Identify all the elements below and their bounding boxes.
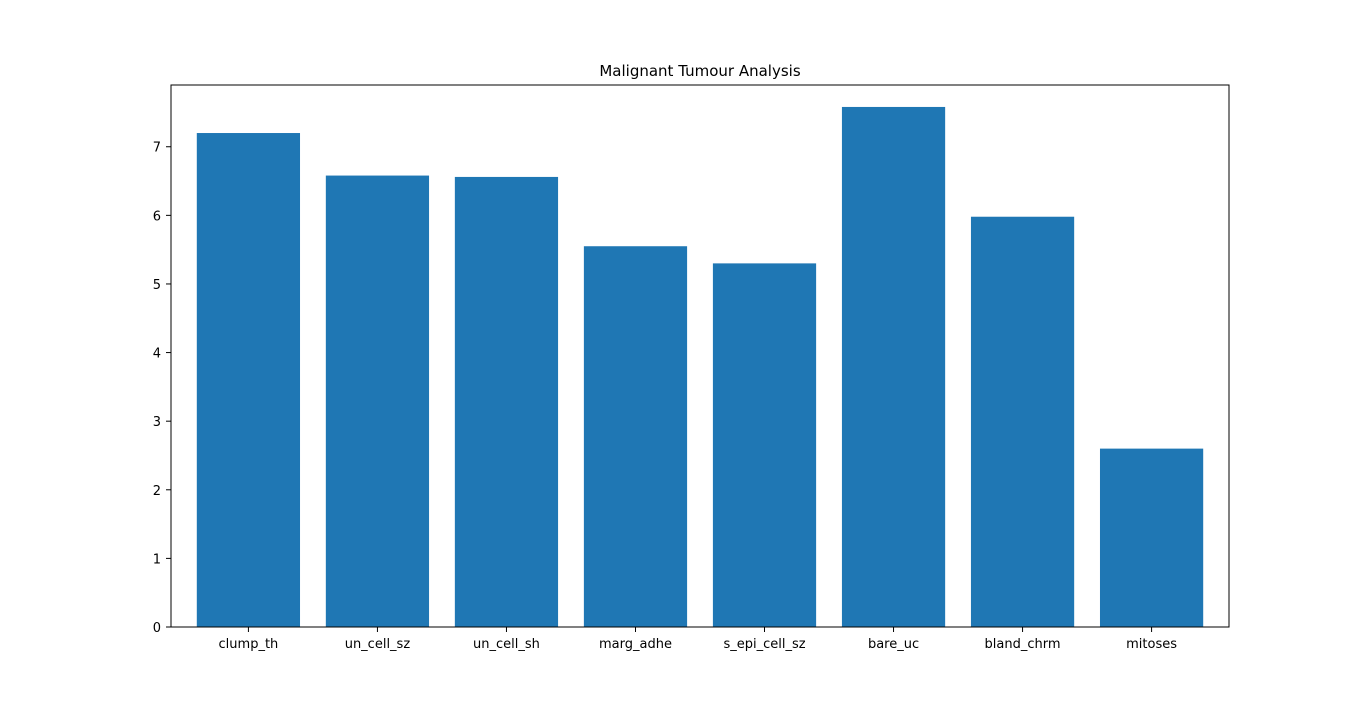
x-tick-label: mitoses (1126, 637, 1177, 652)
y-axis: 0 1 2 3 4 5 6 7 (153, 141, 171, 636)
y-tick-label: 5 (153, 278, 161, 293)
bar-marg_adhe (583, 246, 688, 628)
x-tick-label: bare_uc (868, 637, 919, 652)
y-tick-label: 2 (153, 484, 161, 499)
x-axis: clump_th un_cell_sz un_cell_sh marg_adhe s_e… (219, 627, 1177, 652)
x-tick-label: bland_chrm (985, 637, 1061, 652)
bar-clump_th (196, 133, 301, 627)
x-tick-label: un_cell_sz (345, 637, 411, 652)
bar-un_cell_sh (454, 176, 559, 627)
y-tick-label: 7 (153, 141, 161, 156)
x-tick-label: marg_adhe (599, 637, 672, 652)
y-tick-label: 0 (153, 621, 161, 636)
bars-group (196, 106, 1204, 628)
plot-frame (170, 84, 1230, 628)
y-tick-label: 3 (153, 415, 161, 430)
x-tick-label: un_cell_sh (473, 637, 540, 652)
x-tick-label: clump_th (219, 637, 279, 652)
bar-un_cell_sz (325, 175, 430, 627)
chart-title: Malignant Tumour Analysis (599, 62, 800, 80)
bar-bare_uc (841, 106, 946, 627)
x-tick-label: s_epi_cell_sz (723, 637, 805, 652)
bar-s_epi_cell_sz (712, 263, 817, 627)
bar-mitoses (1099, 448, 1204, 627)
y-tick-label: 6 (153, 209, 161, 224)
bar-bland_chrm (970, 216, 1075, 628)
y-tick-label: 4 (153, 347, 161, 362)
y-tick-label: 1 (153, 552, 161, 567)
